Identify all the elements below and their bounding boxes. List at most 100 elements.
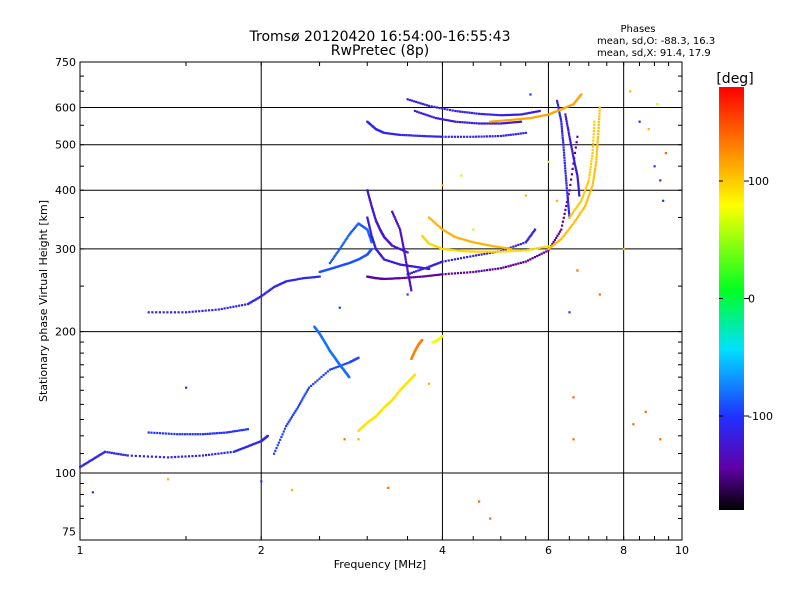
- echo-point: [299, 402, 302, 405]
- echo-point: [495, 245, 498, 248]
- echo-point: [391, 212, 395, 215]
- echo-point: [565, 122, 569, 125]
- echo-point: [598, 293, 601, 296]
- echo-point: [591, 145, 594, 148]
- echo-point: [563, 106, 567, 109]
- echo-point: [534, 110, 537, 113]
- echo-point: [598, 118, 601, 121]
- echo-point: [578, 192, 581, 195]
- echo-point: [538, 253, 541, 256]
- echo-point: [412, 276, 415, 279]
- echo-point: [310, 276, 313, 279]
- echo-point: [447, 135, 450, 138]
- echo-point: [486, 250, 489, 253]
- echo-point: [119, 453, 122, 456]
- echo-point: [432, 116, 435, 119]
- echo-point: [592, 179, 595, 182]
- echo-point: [395, 221, 398, 224]
- echo-point: [475, 241, 478, 245]
- echo-point: [198, 454, 201, 457]
- echo-point: [435, 135, 438, 138]
- echo-point: [400, 236, 403, 239]
- echo-point: [440, 227, 443, 230]
- echo-point: [563, 156, 566, 159]
- echo-point: [392, 133, 395, 136]
- echo-point: [424, 113, 427, 116]
- echo-point: [292, 413, 295, 416]
- echo-point: [550, 245, 553, 249]
- echo-point: [507, 247, 511, 250]
- echo-point: [517, 113, 521, 116]
- echo-point: [408, 277, 411, 280]
- echo-point: [564, 169, 567, 172]
- echo-point: [370, 234, 373, 237]
- echo-point: [513, 121, 517, 124]
- echo-point: [415, 100, 418, 103]
- echo-point: [532, 231, 535, 234]
- echo-point: [336, 365, 339, 368]
- echo-point: [570, 178, 573, 181]
- echo-point: [84, 462, 87, 466]
- echo-point: [433, 263, 436, 266]
- echo-point: [441, 107, 444, 110]
- echo-point: [468, 111, 471, 114]
- echo-point: [265, 291, 268, 294]
- echo-point: [456, 120, 459, 123]
- echo-point: [511, 113, 515, 116]
- echo-point: [499, 114, 502, 117]
- echo-point: [386, 259, 389, 262]
- colorbar-label: [deg]: [716, 71, 753, 87]
- echo-point: [248, 302, 251, 305]
- echo-point: [556, 109, 559, 112]
- echo-point: [438, 226, 441, 229]
- echo-point: [567, 207, 570, 210]
- echo-point: [408, 279, 411, 282]
- echo-point: [480, 253, 483, 256]
- echo-point: [547, 247, 550, 251]
- echo-point: [266, 434, 269, 437]
- echo-point: [569, 104, 573, 107]
- echo-point: [147, 311, 150, 314]
- echo-point: [304, 276, 307, 280]
- echo-point: [441, 184, 444, 187]
- echo-point: [408, 281, 411, 284]
- echo-point: [502, 266, 505, 269]
- echo-point: [478, 112, 481, 115]
- echo-point: [515, 113, 519, 116]
- echo-point: [134, 454, 137, 457]
- echo-point: [444, 118, 447, 121]
- echo-point: [428, 242, 431, 245]
- echo-point: [244, 446, 247, 449]
- echo-point: [211, 309, 214, 312]
- echo-point: [598, 106, 601, 109]
- echo-point: [181, 433, 184, 436]
- echo-point: [547, 160, 550, 163]
- echo-point: [568, 137, 571, 140]
- echo-point: [394, 133, 397, 136]
- echo-point: [220, 307, 223, 311]
- echo-point: [397, 247, 400, 250]
- echo-point: [574, 165, 577, 168]
- echo-point: [595, 150, 598, 153]
- plot-frame: [79, 61, 683, 541]
- echo-point: [523, 112, 526, 115]
- echo-point: [452, 249, 455, 252]
- echo-point: [421, 134, 424, 138]
- echo-point: [551, 244, 554, 248]
- echo-point: [328, 368, 331, 371]
- echo-point: [459, 237, 462, 240]
- echo-point: [565, 204, 568, 208]
- echo-point: [103, 450, 107, 453]
- echo-point: [519, 132, 522, 135]
- echo-point: [387, 277, 391, 280]
- echo-point: [305, 276, 308, 279]
- echo-point: [459, 135, 463, 138]
- echo-point: [456, 110, 459, 113]
- echo-point: [246, 445, 249, 448]
- echo-point: [443, 248, 446, 251]
- echo-point: [297, 278, 300, 281]
- echo-point: [407, 275, 410, 278]
- echo-point: [473, 112, 476, 115]
- echo-point: [563, 159, 566, 162]
- echo-point: [368, 198, 371, 201]
